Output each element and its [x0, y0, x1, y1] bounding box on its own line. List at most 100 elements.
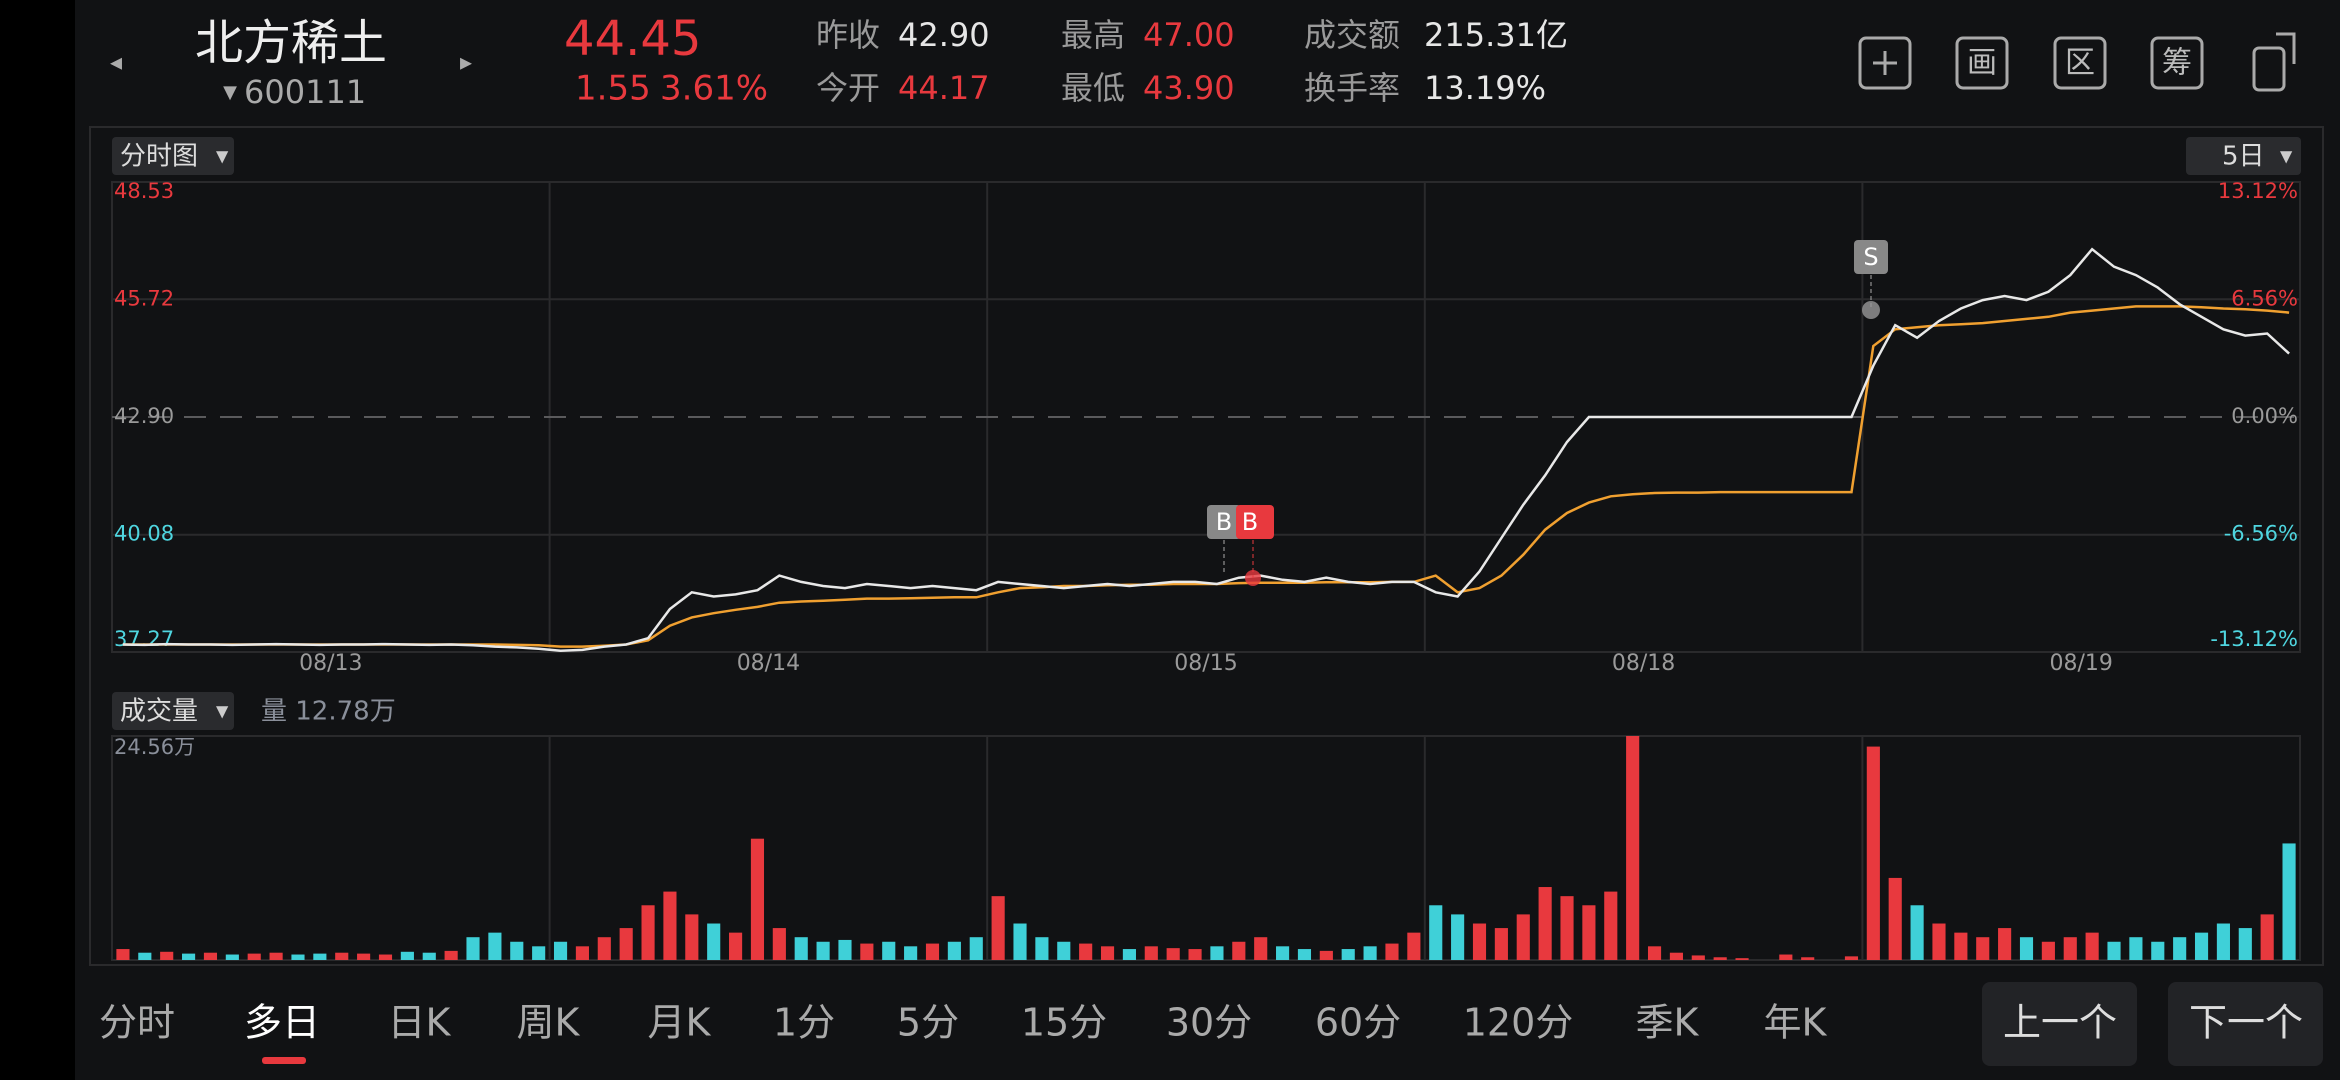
volume-bar — [2129, 937, 2143, 960]
volume-bar — [1057, 941, 1071, 960]
tab[interactable]: 60分 — [1315, 1001, 1401, 1045]
volume-bar — [2282, 843, 2296, 960]
volume-frame — [111, 735, 2301, 961]
volume-bar — [794, 937, 808, 960]
price-line — [122, 247, 2290, 652]
change: 1.55 — [575, 69, 651, 109]
marker-box — [1207, 505, 1241, 539]
volume-bar — [2238, 928, 2252, 960]
tab[interactable]: 120分 — [1463, 1001, 1574, 1045]
volume-bar — [1451, 914, 1465, 960]
add-icon[interactable] — [1858, 36, 1912, 90]
tool-box[interactable] — [1955, 36, 2009, 90]
period-button[interactable] — [2186, 137, 2301, 175]
tool-label[interactable]: 画 — [1967, 46, 1997, 81]
y-tick-label: 42.90 — [114, 404, 174, 428]
volume-bar — [553, 941, 568, 960]
volume-bar — [1166, 948, 1180, 960]
caret: ▼ — [216, 147, 229, 166]
prev-label: 上一个 — [2003, 1001, 2117, 1045]
marker-label: S — [1863, 243, 1878, 271]
mode-button[interactable] — [112, 137, 234, 175]
stat-value: 47.00 — [1143, 16, 1235, 54]
stat-label: 成交额 — [1304, 16, 1400, 54]
volume-bar — [1626, 736, 1640, 960]
volume-tick-label: 24.56万 — [114, 735, 195, 759]
tab[interactable]: 月K — [648, 1001, 712, 1045]
tool-label[interactable]: 筹 — [2162, 46, 2192, 81]
volume-bar — [335, 952, 349, 960]
stat-value: 215.31亿 — [1424, 16, 1568, 54]
date-label: 08/14 — [737, 651, 800, 676]
stat-value: 42.90 — [898, 16, 990, 54]
volume-mode: 成交量 — [120, 697, 198, 727]
left-strip — [0, 0, 75, 1080]
volume-bar — [1319, 950, 1333, 960]
tool-label[interactable]: 区 — [2065, 46, 2095, 81]
volume-bar — [947, 941, 961, 960]
volume-bar — [772, 928, 786, 960]
tool-icons — [1858, 32, 2296, 92]
marker-box — [1854, 240, 1888, 274]
volume-bar — [160, 951, 174, 960]
tab[interactable]: 分时 — [99, 1001, 175, 1045]
volume-bar — [1035, 937, 1049, 960]
next-button[interactable] — [2168, 982, 2323, 1066]
volume-bar — [1363, 946, 1377, 960]
volume-bar — [2260, 914, 2274, 960]
tab[interactable]: 5分 — [897, 1001, 959, 1045]
y-tick-label: 40.08 — [114, 522, 174, 546]
volume-bar — [488, 932, 502, 960]
y2-tick-label: 13.12% — [2218, 179, 2298, 203]
volume-bar — [466, 937, 480, 960]
volume-bar — [1888, 877, 1902, 960]
tab[interactable]: 季K — [1636, 1001, 1700, 1045]
volume-bar — [925, 943, 940, 960]
volume-bar — [1297, 949, 1312, 960]
tab[interactable]: 15分 — [1021, 1001, 1107, 1045]
stock-code[interactable]: 600111 — [244, 73, 366, 111]
volume-bar — [1144, 946, 1158, 960]
code-caret: ▼ — [223, 82, 237, 103]
tab[interactable]: 1分 — [773, 1001, 835, 1045]
volume-bar — [1188, 949, 1202, 960]
phone-arrow — [2276, 32, 2296, 64]
volume-bar — [532, 946, 546, 960]
volume-button[interactable] — [112, 692, 234, 730]
date-label: 08/18 — [1612, 651, 1675, 676]
volume-bar — [138, 952, 152, 960]
volume-bar — [1079, 943, 1093, 960]
volume-bar — [1560, 896, 1574, 960]
stat-label: 最低 — [1061, 69, 1125, 107]
date-label: 08/13 — [299, 651, 362, 676]
volume-bar — [1647, 946, 1662, 960]
tool-box[interactable] — [2150, 36, 2204, 90]
volume-bar — [1910, 905, 1924, 960]
stat-value: 43.90 — [1143, 69, 1235, 107]
volume-bar — [1669, 952, 1683, 960]
tab[interactable]: 日K — [388, 1001, 452, 1045]
tab[interactable]: 年K — [1764, 1001, 1828, 1045]
stat-label: 昨收 — [816, 16, 880, 54]
y2-tick-label: 0.00% — [2231, 404, 2298, 428]
volume-bar — [203, 952, 218, 960]
y2-tick-label: -6.56% — [2224, 522, 2298, 546]
prev-button[interactable] — [1982, 982, 2137, 1066]
y-tick-label: 37.27 — [114, 627, 174, 651]
phone-icon[interactable] — [2252, 46, 2286, 92]
tab[interactable]: 30分 — [1166, 1001, 1252, 1045]
volume-bar — [1516, 914, 1530, 960]
volume-bar — [1276, 946, 1290, 960]
marker-box — [1236, 505, 1274, 539]
volume-bar — [641, 905, 655, 960]
stat-value: 13.19% — [1424, 69, 1546, 107]
volume-bar — [1538, 887, 1552, 960]
tab[interactable]: 周K — [517, 1001, 581, 1045]
period-label: 5日 — [2222, 142, 2265, 172]
next-stock[interactable]: ▸ — [460, 48, 472, 76]
prev-stock[interactable]: ◂ — [110, 48, 122, 76]
tool-box[interactable] — [2053, 36, 2107, 90]
volume-bar — [2041, 941, 2055, 960]
volume-bar — [1100, 946, 1115, 960]
tab[interactable]: 多日 — [244, 1001, 320, 1045]
